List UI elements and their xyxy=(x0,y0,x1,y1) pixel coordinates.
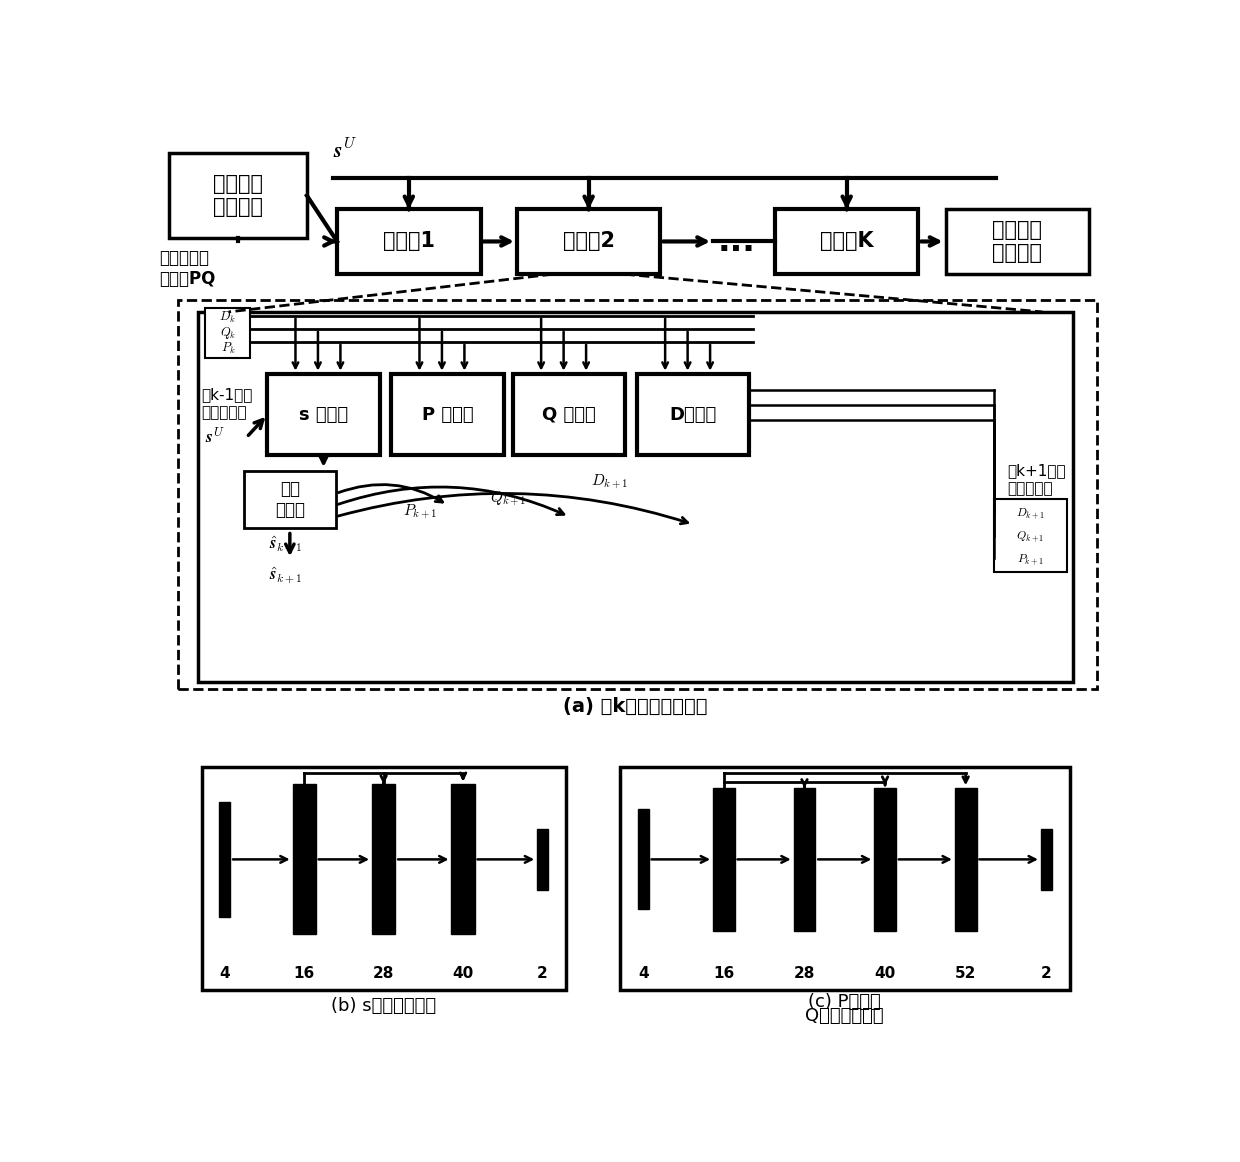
Text: $Q_{k+1}$: $Q_{k+1}$ xyxy=(490,489,526,508)
Bar xyxy=(537,829,548,890)
Bar xyxy=(955,788,977,931)
Bar xyxy=(337,209,481,274)
Text: $P_k$: $P_k$ xyxy=(221,342,236,357)
Bar xyxy=(293,784,316,934)
Bar xyxy=(620,767,1069,990)
Bar xyxy=(993,498,1068,572)
Text: $\hat{\boldsymbol{s}}_{k+1}$: $\hat{\boldsymbol{s}}_{k+1}$ xyxy=(269,565,303,586)
Bar xyxy=(874,788,895,931)
Bar xyxy=(201,767,565,990)
Text: $P_{k+1}$: $P_{k+1}$ xyxy=(1017,552,1044,566)
Bar xyxy=(775,209,919,274)
Text: 2: 2 xyxy=(1040,966,1052,981)
Text: 迭代块K: 迭代块K xyxy=(820,231,873,251)
Text: Q更新块示意图: Q更新块示意图 xyxy=(806,1006,884,1025)
Text: 40: 40 xyxy=(453,966,474,981)
Text: 52: 52 xyxy=(955,966,976,981)
Text: (c) P更新块: (c) P更新块 xyxy=(808,992,882,1011)
Text: ...: ... xyxy=(717,225,755,258)
Bar xyxy=(637,374,749,456)
Text: 迭代块1: 迭代块1 xyxy=(383,231,435,251)
Text: P 更新块: P 更新块 xyxy=(422,406,474,424)
Text: $D_{k+1}$: $D_{k+1}$ xyxy=(590,473,627,492)
Text: 16: 16 xyxy=(713,966,734,981)
Text: $\hat{\boldsymbol{s}}_{k+1}$: $\hat{\boldsymbol{s}}_{k+1}$ xyxy=(269,535,303,555)
Text: 4: 4 xyxy=(219,966,231,981)
Text: $D_k$: $D_k$ xyxy=(219,310,237,325)
Text: 欠采样磁
共振信号: 欠采样磁 共振信号 xyxy=(213,174,263,217)
Text: (a) 第k个迭代块展开图: (a) 第k个迭代块展开图 xyxy=(563,697,708,717)
Bar xyxy=(945,209,1089,274)
FancyArrowPatch shape xyxy=(339,494,688,524)
Text: $\boldsymbol{s}^U$: $\boldsymbol{s}^U$ xyxy=(206,428,226,447)
FancyArrowPatch shape xyxy=(339,485,443,502)
Text: s 更新块: s 更新块 xyxy=(299,406,348,424)
FancyArrowPatch shape xyxy=(339,487,564,515)
Bar xyxy=(169,153,306,238)
Bar xyxy=(219,802,231,917)
Text: 16: 16 xyxy=(294,966,315,981)
Bar xyxy=(451,784,475,934)
Text: 第k+1个迭
代块的输入: 第k+1个迭 代块的输入 xyxy=(1007,464,1066,496)
Text: 2: 2 xyxy=(537,966,548,981)
Bar xyxy=(179,300,1096,689)
Text: 第k-1个迭
代块的输出: 第k-1个迭 代块的输出 xyxy=(201,387,253,419)
Bar xyxy=(268,374,379,456)
Bar xyxy=(197,311,1074,682)
Text: D更新块: D更新块 xyxy=(670,406,717,424)
Text: $P_{k+1}$: $P_{k+1}$ xyxy=(403,502,436,521)
Text: 迭代块2: 迭代块2 xyxy=(563,231,615,251)
Bar xyxy=(794,788,816,931)
Text: Q 更新块: Q 更新块 xyxy=(542,406,596,424)
Bar xyxy=(517,209,660,274)
Text: (b) s更新块示意图: (b) s更新块示意图 xyxy=(331,997,436,1014)
Bar xyxy=(637,810,649,910)
Text: $\boldsymbol{s}^U$: $\boldsymbol{s}^U$ xyxy=(334,138,357,163)
Bar xyxy=(513,374,625,456)
Text: 数据
校验层: 数据 校验层 xyxy=(275,480,305,518)
Bar xyxy=(392,374,503,456)
Bar xyxy=(372,784,396,934)
Text: $D_{k+1}$: $D_{k+1}$ xyxy=(1016,505,1045,519)
Bar xyxy=(713,788,734,931)
Text: 重建的磁
共振信号: 重建的磁 共振信号 xyxy=(992,220,1042,263)
Text: $Q_k$: $Q_k$ xyxy=(219,325,236,342)
Bar xyxy=(206,308,250,358)
Bar xyxy=(244,471,336,529)
Bar xyxy=(1040,829,1052,890)
Text: $Q_{k+1}$: $Q_{k+1}$ xyxy=(1016,529,1044,543)
Text: 28: 28 xyxy=(373,966,394,981)
Text: 4: 4 xyxy=(637,966,649,981)
Text: 奇异值分解
初始化PQ: 奇异值分解 初始化PQ xyxy=(159,250,216,288)
Text: 28: 28 xyxy=(794,966,815,981)
Text: 40: 40 xyxy=(874,966,895,981)
